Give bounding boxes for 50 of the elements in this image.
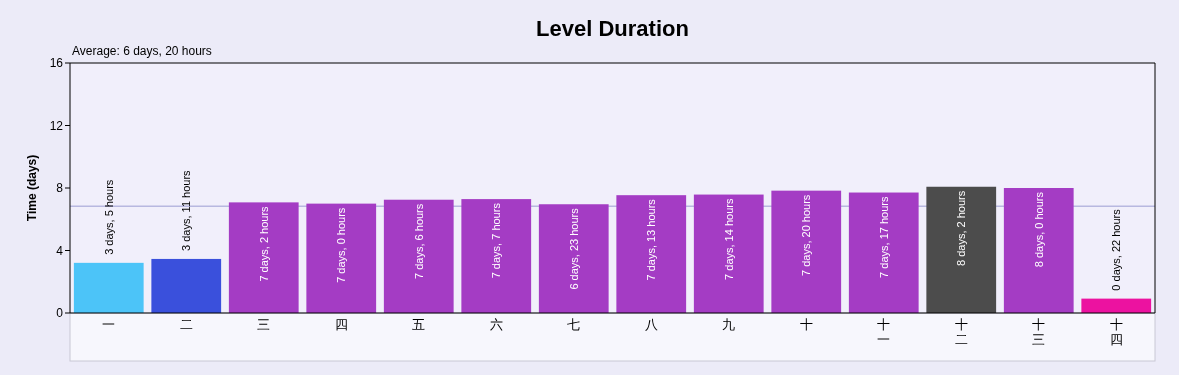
bar bbox=[926, 186, 997, 313]
bar bbox=[1081, 298, 1152, 313]
annotation: 7 days, 20 hours bbox=[800, 194, 813, 276]
bar bbox=[383, 199, 454, 313]
x-tick-label: 四 bbox=[334, 317, 348, 332]
x-tick-label: 十二 bbox=[954, 317, 968, 347]
x-tick-label: 七 bbox=[567, 317, 581, 332]
y-tick-label: 0 bbox=[56, 306, 64, 320]
x-tick-label: 九 bbox=[722, 317, 736, 332]
annotation: 7 days, 17 hours bbox=[877, 196, 890, 278]
bar bbox=[538, 204, 609, 313]
x-tick-label: 十一 bbox=[877, 317, 891, 347]
x-tick-label: 六 bbox=[489, 317, 503, 332]
text: Average: 6 days, 20 hours bbox=[72, 44, 212, 58]
y-axis-title: Time (days) bbox=[25, 154, 39, 222]
chart-title: Level Duration bbox=[536, 16, 689, 41]
bar bbox=[693, 194, 764, 313]
annotation: 7 days, 13 hours bbox=[645, 198, 658, 281]
y-tick-label: 12 bbox=[49, 118, 64, 133]
annotation: 6 days, 23 hours bbox=[567, 207, 580, 290]
annotation: 7 days, 7 hours bbox=[490, 202, 503, 279]
x-tick-label: 三 bbox=[257, 317, 271, 332]
bar bbox=[73, 262, 144, 313]
x-tick-label: 十 bbox=[799, 317, 813, 332]
annotation: 7 days, 2 hours bbox=[257, 205, 270, 282]
annotation: 7 days, 14 hours bbox=[722, 198, 735, 280]
bar bbox=[151, 258, 222, 313]
x-tick-label: 一 bbox=[102, 317, 116, 332]
y-tick-label: 16 bbox=[49, 56, 64, 70]
bar bbox=[228, 202, 299, 313]
bar bbox=[306, 203, 377, 313]
x-tick-label: 八 bbox=[644, 317, 658, 332]
x-tick-label: 十四 bbox=[1109, 317, 1123, 347]
annotation: 8 days, 2 hours bbox=[955, 190, 968, 266]
annotation: 7 days, 0 hours bbox=[335, 207, 348, 283]
y-tick-label: 8 bbox=[56, 181, 64, 195]
y-tick-label: 4 bbox=[56, 243, 64, 258]
annotation: 0 days, 22 hours bbox=[1110, 208, 1123, 291]
bar bbox=[771, 190, 842, 313]
bar bbox=[1003, 188, 1074, 313]
bar bbox=[461, 199, 532, 313]
bar bbox=[848, 192, 919, 313]
x-tick-label: 五 bbox=[412, 317, 426, 332]
annotation: 7 days, 6 hours bbox=[412, 203, 425, 279]
annotation: 3 days, 11 hours bbox=[180, 169, 193, 251]
annotation: 3 days, 5 hours bbox=[102, 179, 115, 255]
x-tick-label: 二 bbox=[179, 317, 193, 332]
annotation: 8 days, 0 hours bbox=[1032, 191, 1045, 268]
bar bbox=[616, 195, 687, 313]
x-tick-label: 十三 bbox=[1032, 317, 1046, 347]
